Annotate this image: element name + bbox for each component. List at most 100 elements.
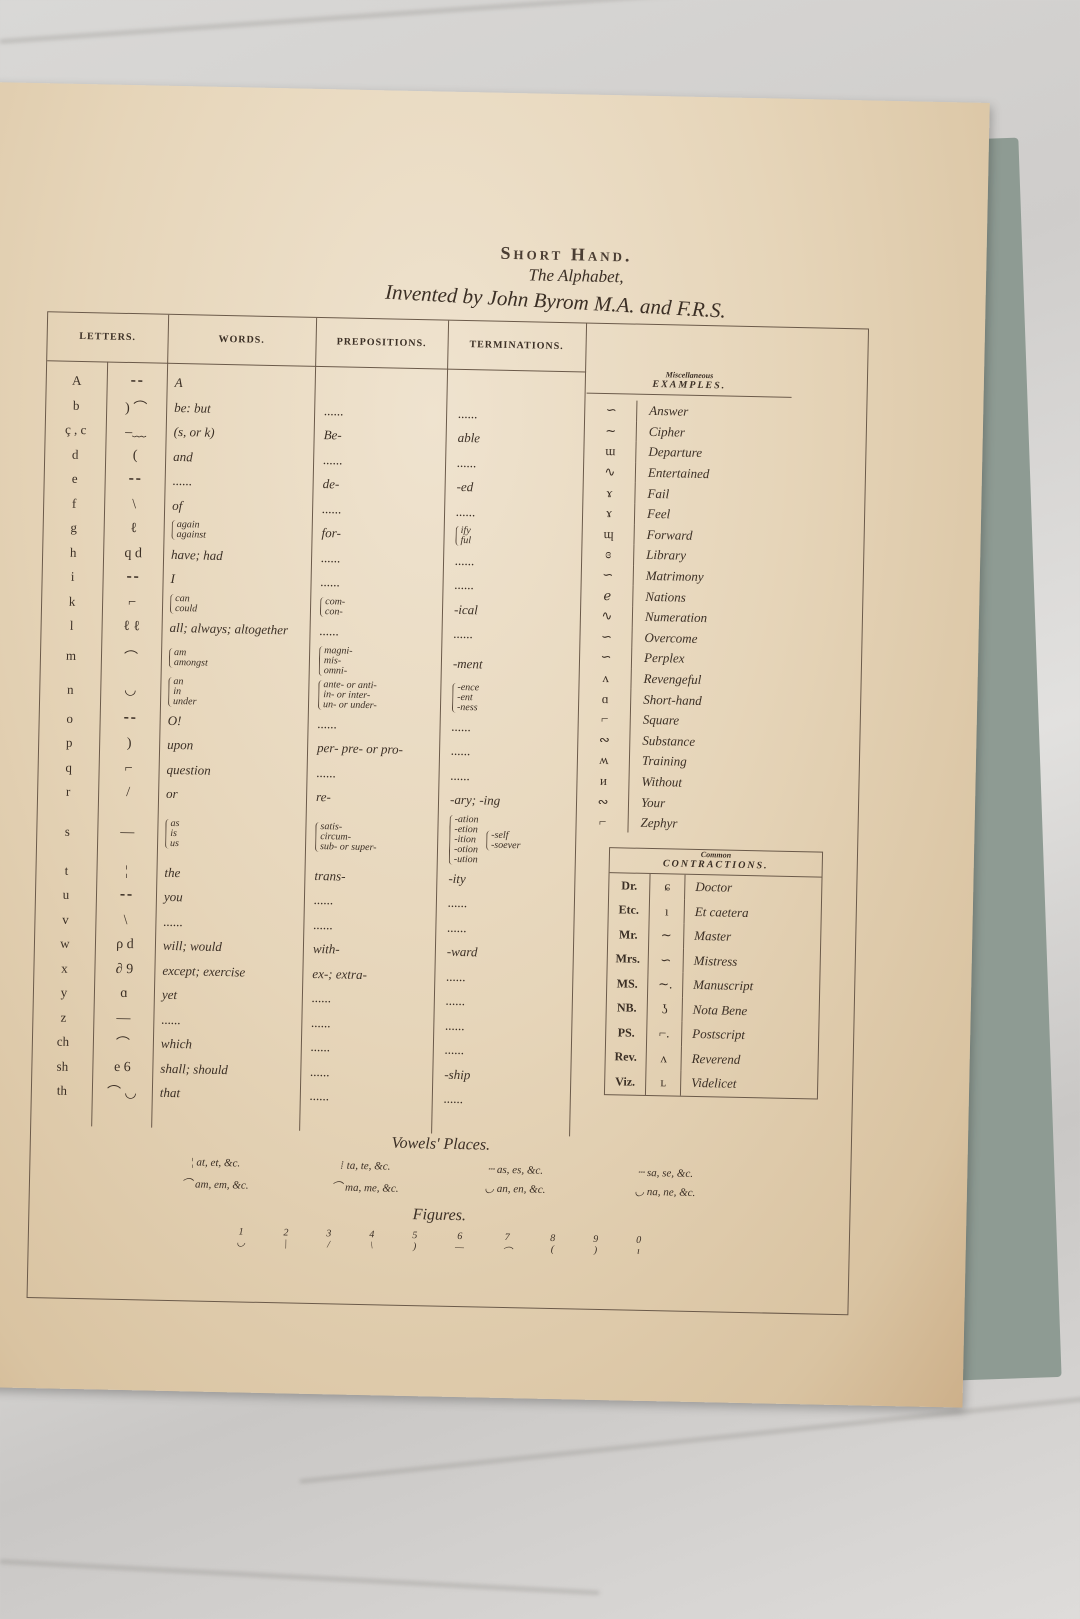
figure-glyph-icon: ) [593,1244,598,1256]
letter-text: sh [56,1058,69,1074]
prep-line: sub- or super- [319,840,377,853]
contraction-abbr: Viz. [604,1069,647,1095]
misc-example-word: Overcome [644,629,698,646]
shorthand-glyph-icon: ) [126,736,132,752]
term-line: -ution [453,853,478,865]
words-text: that [159,1085,181,1101]
term-line: -ness [456,701,478,713]
letter-cell: k [42,589,102,615]
words-cell: or [166,782,304,809]
letter-cell: ch [33,1029,93,1055]
shorthand-glyph-icon: ɤ [584,481,636,504]
shorthand-glyph-icon: ℯ [582,584,634,607]
words-cell: again against [171,518,309,545]
letter-cell: d [45,442,105,468]
letter-cell: o [39,706,99,732]
shorthand-glyph-icon: ᴧ [580,667,632,689]
contraction-abbr: PS. [605,1020,648,1046]
prep-line: un- or under- [322,698,377,711]
vowel-place-text: ta, te, &c. [346,1159,391,1173]
words-cell: as is us [164,806,304,863]
misc-example-word: Substance [642,732,696,749]
shorthand-glyph-icon: ⁃⁃ [129,374,144,391]
term-text: able [457,430,481,446]
term-group: -ation -etion -ition -otion -ution [448,813,479,865]
shorthand-glyph-icon: ɑ [580,687,632,710]
contraction-word: Master [694,928,732,944]
words-text: except; exercise [162,962,246,980]
terminations-cell: -ship [444,1062,568,1089]
prepositions-cell: satis-circum-sub- or super- [314,809,436,866]
letter-text: ch [56,1033,70,1050]
letter-text: h [69,544,77,560]
shorthand-glyph-icon: ʟ [645,1069,682,1096]
words-text: you [163,889,183,905]
terminations-cell: -ence -ent -ness [451,680,577,717]
term-text: ...... [450,743,471,759]
letter-cell: sh [32,1054,92,1080]
shorthand-glyph-icon: \ [123,912,128,928]
figure-digit: 4 [369,1229,375,1241]
letter-cell: h [43,540,103,566]
letter-cell: n [40,672,101,707]
vowel-place-item: ┄ sa, se, &c. [590,1165,740,1181]
terminations-cell: ...... [454,573,578,600]
contraction-word: Postscript [692,1026,746,1043]
prep-text: ...... [321,500,342,517]
misc-example-word: Revengeful [643,670,702,688]
term-group: ify ful [455,525,472,547]
words-cell: ...... [163,909,301,936]
contraction-abbr: Mr. [608,922,650,948]
misc-example-word: Training [641,753,687,770]
prepositions-cell: ...... [313,912,433,939]
marble-vein [299,1396,1080,1483]
shorthand-glyph-icon: ɰ [583,523,635,545]
shorthand-glyph-icon: ( [132,447,138,463]
shorthand-glyph-icon: ∽ [582,564,635,586]
letter-cell: l [41,613,101,639]
shorthand-glyph-icon: q d [124,545,143,562]
figure-glyph-icon: \ [370,1240,374,1252]
letter-cell: y [34,980,94,1006]
letter-text: s [64,823,71,839]
terminations-cell: ...... [453,622,577,649]
terminations-cell: ...... [451,739,575,766]
shorthand-glyph-icon: ) ⌒ [124,400,148,417]
prepositions-cell: ...... [317,712,437,739]
words-text: (s, or k) [173,424,215,441]
figure-item: 8( [550,1233,555,1259]
vowel-place-text: at, et, &c. [196,1156,241,1170]
words-cell: all; always; altogether [169,616,307,643]
term-text: ...... [450,767,471,783]
words-cell: and [173,444,311,471]
vowel-place-item: ◡ an, en, &c. [440,1181,590,1200]
letter-cell: t [36,858,96,884]
shorthand-glyph-icon: ɞ [583,543,635,566]
prepositions-cell: magni-mis-omni- [318,644,440,681]
letter-text: th [56,1082,68,1099]
header-words: WORDS. [167,314,318,367]
figure-digit: 7 [504,1232,510,1244]
shorthand-glyph-icon: ⌒ [123,650,139,666]
shorthand-glyph-icon: ᴎ [578,770,630,792]
words-line: amongst [173,656,208,669]
shorthand-glyph-icon: ∿ [581,605,634,628]
words-text: and [173,448,193,465]
letter-cell: q [38,755,98,781]
prep-text: ...... [313,916,334,933]
shorthand-glyph-icon: ℓ ℓ [122,619,141,635]
shorthand-glyph-icon: — [116,1010,131,1026]
shorthand-glyph-icon: ∼. [647,971,684,998]
prepositions-cell: ...... [314,888,434,915]
words-text: question [166,761,211,778]
prepositions-cell: ...... [310,1084,430,1111]
vowel-glyph-icon: ⌒ [181,1178,196,1191]
prep-text: ...... [324,402,344,419]
misc-example-word: Fail [647,485,670,501]
prep-group: com-con- [319,596,345,618]
prep-text: ...... [316,764,337,781]
shorthand-glyph-icon: ⁃⁃ [118,888,134,904]
prep-text: ...... [317,715,338,732]
words-cell: shall; should [160,1056,298,1083]
shorthand-glyph-icon: ℓ [130,521,138,537]
